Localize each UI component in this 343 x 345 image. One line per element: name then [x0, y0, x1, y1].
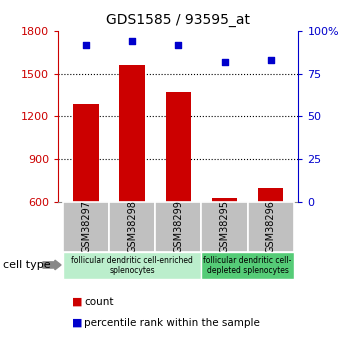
Point: [268, 57, 273, 63]
Bar: [63, 202, 109, 252]
Bar: [212, 198, 237, 202]
Text: GSM38295: GSM38295: [220, 200, 229, 253]
Text: percentile rank within the sample: percentile rank within the sample: [84, 318, 260, 327]
Point: [176, 42, 181, 48]
Bar: [248, 202, 294, 252]
Bar: [201, 252, 294, 279]
Text: follicular dendritic cell-enriched
splenocytes: follicular dendritic cell-enriched splen…: [71, 256, 193, 275]
Point: [222, 59, 227, 65]
Bar: [258, 188, 283, 202]
Bar: [201, 202, 248, 252]
Text: GSM38296: GSM38296: [266, 200, 276, 253]
Text: follicular dendritic cell-
depleted splenocytes: follicular dendritic cell- depleted sple…: [203, 256, 292, 275]
Text: GSM38298: GSM38298: [127, 200, 137, 253]
Text: GSM38297: GSM38297: [81, 200, 91, 253]
Bar: [63, 252, 201, 279]
Text: count: count: [84, 297, 114, 307]
Bar: [73, 104, 99, 202]
Bar: [155, 202, 201, 252]
Text: ■: ■: [72, 318, 83, 327]
Point: [83, 42, 89, 48]
Bar: [119, 65, 145, 202]
Bar: [109, 202, 155, 252]
Text: ■: ■: [72, 297, 83, 307]
Bar: [166, 92, 191, 202]
Title: GDS1585 / 93595_at: GDS1585 / 93595_at: [106, 13, 250, 27]
Text: GSM38299: GSM38299: [173, 200, 184, 253]
Point: [129, 39, 135, 44]
Text: cell type: cell type: [3, 260, 51, 270]
